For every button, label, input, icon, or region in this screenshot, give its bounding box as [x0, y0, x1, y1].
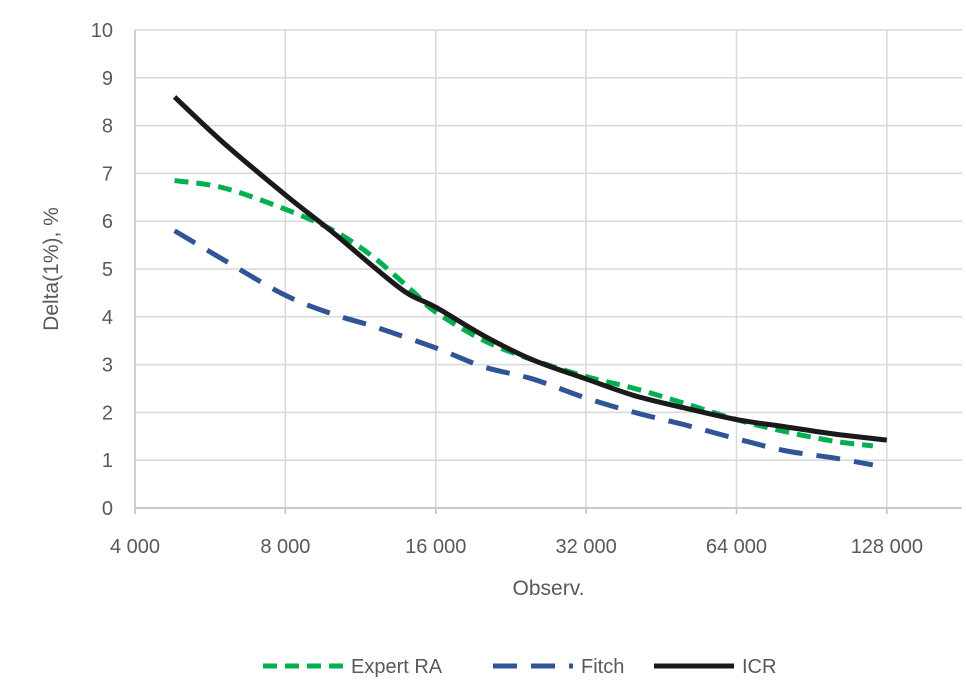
y-tick-label: 4 — [102, 307, 113, 329]
y-tick-label: 8 — [102, 116, 113, 138]
y-tick-label: 10 — [91, 20, 113, 42]
legend-label-fitch: Fitch — [581, 656, 624, 678]
y-tick-label: 2 — [102, 402, 113, 424]
gridlines — [134, 29, 962, 509]
y-axis-ticks: 0 1 2 3 4 5 6 7 8 9 10 — [91, 20, 113, 520]
legend-label-expert-ra: Expert RA — [351, 656, 443, 678]
y-axis-title: Delta(1%), % — [40, 207, 63, 331]
legend: Expert RA Fitch ICR — [263, 656, 776, 678]
series-line-fitch — [173, 228, 874, 468]
x-tick-label: 32 000 — [556, 536, 617, 558]
series-line-icr — [172, 95, 888, 443]
x-tick-label: 64 000 — [706, 536, 767, 558]
y-tick-label: 0 — [102, 498, 113, 520]
x-tick-label: 8 000 — [260, 536, 310, 558]
y-tick-label: 7 — [102, 163, 113, 185]
y-tick-label: 9 — [102, 68, 113, 90]
x-tick-label: 16 000 — [405, 536, 466, 558]
y-tick-label: 5 — [102, 259, 113, 281]
y-tick-label: 6 — [102, 211, 113, 233]
legend-label-icr: ICR — [742, 656, 776, 678]
x-axis-title: Observ. — [513, 577, 585, 600]
x-axis-ticks: 4 000 8 000 16 000 32 000 64 000 128 000 — [110, 508, 923, 558]
series-lines — [172, 95, 888, 468]
y-tick-label: 1 — [102, 450, 113, 472]
y-tick-label: 3 — [102, 355, 113, 377]
x-tick-label: 4 000 — [110, 536, 160, 558]
x-tick-label: 128 000 — [851, 536, 923, 558]
